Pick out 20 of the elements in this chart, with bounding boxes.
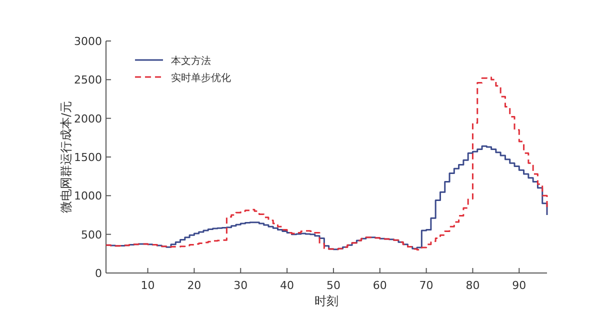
y-tick-label: 500 [81,228,102,242]
x-tick-label: 90 [512,279,526,292]
x-tick-label: 30 [234,279,248,292]
x-axis-title: 时刻 [314,294,338,308]
y-tick-label: 1500 [74,151,102,164]
y-tick-label: 2000 [74,112,102,126]
x-tick-label: 80 [466,279,480,292]
y-axis-title: 微电网群运行成本/元 [59,100,73,214]
y-tick-label: 3000 [74,35,102,48]
y-tick-label: 2500 [74,74,102,87]
x-tick-label: 20 [187,279,202,292]
legend-label: 实时单步优化 [171,72,231,84]
x-tick-label: 60 [372,279,387,292]
x-tick-label: 10 [140,279,155,292]
x-tick-label: 50 [326,279,340,292]
y-tick-label: 0 [95,267,102,280]
y-tick-label: 1000 [74,190,102,203]
x-tick-label: 70 [419,279,434,292]
legend-label: 本文方法 [171,55,211,67]
x-tick-label: 40 [280,279,294,292]
